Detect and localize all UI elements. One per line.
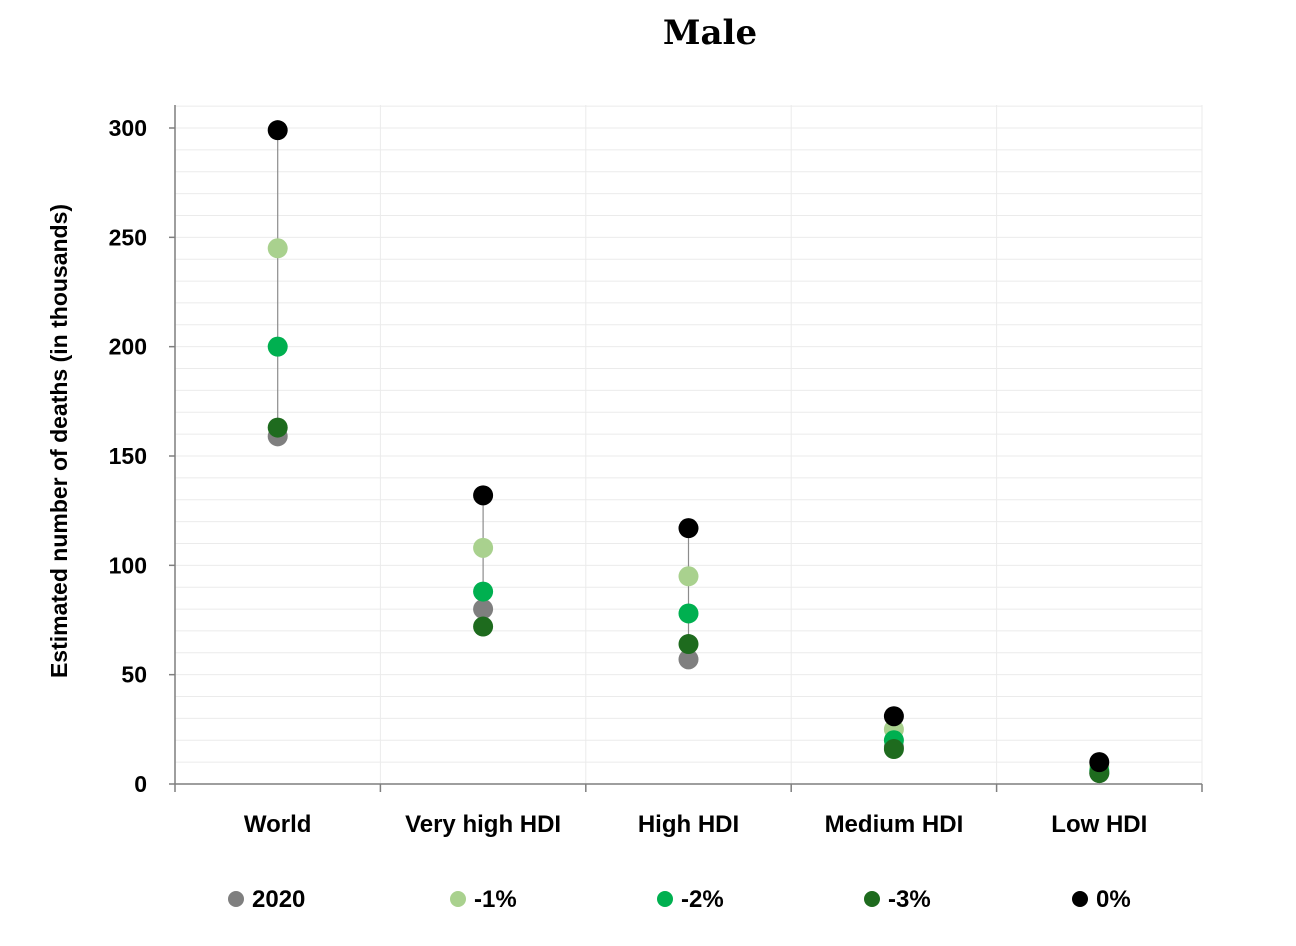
x-tick-label: Medium HDI (825, 811, 964, 838)
data-point (678, 603, 699, 624)
legend-label: 0% (1096, 886, 1131, 913)
data-point (1089, 752, 1110, 773)
y-tick-label: 200 (109, 334, 147, 360)
legend-marker (450, 891, 466, 907)
data-point (267, 120, 288, 141)
legend-marker (864, 891, 880, 907)
range-lines (277, 130, 1100, 774)
legend-marker (228, 891, 244, 907)
data-point (678, 649, 699, 670)
legend: 2020 -1% -2% -3% 0% (228, 886, 1131, 913)
legend-marker (1072, 891, 1088, 907)
x-tick-label: Very high HDI (405, 811, 561, 838)
legend-label: -2% (681, 886, 724, 913)
y-tick-label: 250 (109, 224, 147, 250)
legend-label: 2020 (252, 886, 305, 913)
data-point (267, 417, 288, 438)
chart-title: Male (663, 13, 757, 53)
y-tick-label: 50 (121, 662, 147, 688)
data-point (267, 336, 288, 357)
legend-marker (657, 891, 673, 907)
data-point (473, 581, 494, 602)
data-point (678, 518, 699, 539)
x-tick-labels: World Very high HDI High HDI Medium HDI Low … (244, 811, 1147, 838)
y-axis-label: Estimated number of deaths (in thousands… (46, 204, 72, 678)
data-point (678, 634, 699, 655)
data-point (473, 537, 494, 558)
legend-label: -1% (474, 886, 517, 913)
data-point (267, 238, 288, 259)
data-point (473, 485, 494, 506)
x-tick-label: World (244, 811, 312, 838)
data-point (883, 706, 904, 727)
axes (169, 105, 1203, 792)
data-point (473, 616, 494, 637)
data-points (267, 120, 1110, 784)
legend-label: -3% (888, 886, 931, 913)
y-tick-labels: 0 50 100 150 200 250 300 (109, 115, 147, 797)
y-tick-label: 100 (109, 552, 147, 578)
gridlines (175, 105, 1203, 784)
data-point (883, 739, 904, 760)
x-tick-label: High HDI (638, 811, 739, 838)
data-point (678, 566, 699, 587)
x-tick-label: Low HDI (1051, 811, 1147, 838)
data-point (473, 599, 494, 620)
y-tick-label: 150 (109, 443, 147, 469)
y-tick-label: 300 (109, 115, 147, 141)
y-tick-label: 0 (134, 771, 147, 797)
